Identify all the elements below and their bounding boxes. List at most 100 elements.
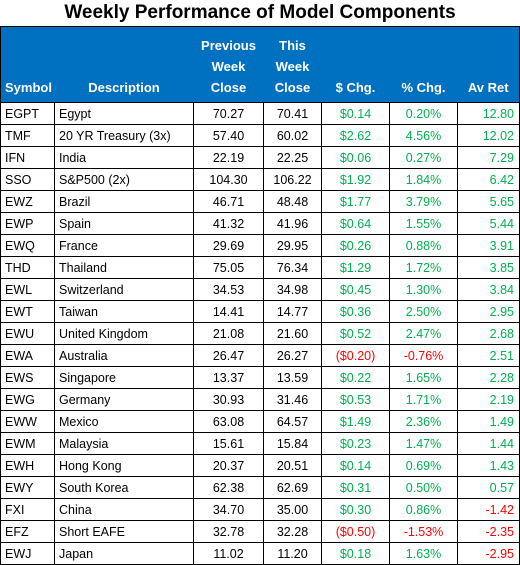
cell-symbol: EWS bbox=[0, 366, 55, 389]
cell-dollar-change: $0.06 bbox=[321, 146, 390, 169]
cell-description: Singapore bbox=[54, 366, 194, 389]
cell-description: Switzerland bbox=[54, 278, 194, 301]
header-this-line3: Close bbox=[274, 80, 311, 95]
cell-percent-change: 0.20% bbox=[389, 102, 458, 125]
table-row: EWS Singapore 13.37 13.59 $0.22 1.65% 2.28 bbox=[0, 366, 520, 389]
cell-previous-close: 34.53 bbox=[193, 278, 264, 301]
cell-this-close: 106.22 bbox=[263, 168, 322, 191]
cell-description: Thailand bbox=[54, 256, 194, 279]
cell-description: Spain bbox=[54, 212, 194, 235]
cell-previous-close: 21.08 bbox=[193, 322, 264, 345]
cell-percent-change: -0.76% bbox=[389, 344, 458, 367]
header-row: Symbol Description Previous Week Close T… bbox=[0, 26, 520, 103]
cell-symbol: SSO bbox=[0, 168, 55, 191]
cell-this-close: 35.00 bbox=[263, 498, 322, 521]
cell-this-close: 21.60 bbox=[263, 322, 322, 345]
cell-percent-change: 0.88% bbox=[389, 234, 458, 257]
table-row: EWJ Japan 11.02 11.20 $0.18 1.63% -2.95 bbox=[0, 542, 520, 565]
cell-previous-close: 14.41 bbox=[193, 300, 264, 323]
table-row: EWT Taiwan 14.41 14.77 $0.36 2.50% 2.95 bbox=[0, 300, 520, 323]
cell-this-close: 20.51 bbox=[263, 454, 322, 477]
cell-previous-close: 29.69 bbox=[193, 234, 264, 257]
cell-this-close: 14.77 bbox=[263, 300, 322, 323]
table-row: EWW Mexico 63.08 64.57 $1.49 2.36% 1.49 bbox=[0, 410, 520, 433]
cell-previous-close: 26.47 bbox=[193, 344, 264, 367]
cell-symbol: EWP bbox=[0, 212, 55, 235]
cell-average-return: 6.42 bbox=[457, 168, 520, 191]
cell-symbol: EWU bbox=[0, 322, 55, 345]
cell-description: Australia bbox=[54, 344, 194, 367]
cell-percent-change: 1.72% bbox=[389, 256, 458, 279]
table-row: THD Thailand 75.05 76.34 $1.29 1.72% 3.85 bbox=[0, 256, 520, 279]
cell-symbol: EWL bbox=[0, 278, 55, 301]
cell-average-return: 0.57 bbox=[457, 476, 520, 499]
cell-average-return: 2.68 bbox=[457, 322, 520, 345]
header-average-return: Av Ret bbox=[457, 26, 520, 103]
cell-percent-change: 1.71% bbox=[389, 388, 458, 411]
cell-symbol: EWW bbox=[0, 410, 55, 433]
cell-symbol: EWA bbox=[0, 344, 55, 367]
cell-symbol: EWY bbox=[0, 476, 55, 499]
cell-percent-change: -1.53% bbox=[389, 520, 458, 543]
header-this-line2: Week bbox=[275, 59, 310, 74]
cell-dollar-change: $0.30 bbox=[321, 498, 390, 521]
cell-dollar-change: $0.53 bbox=[321, 388, 390, 411]
header-prev-line2: Week bbox=[211, 59, 246, 74]
cell-description: South Korea bbox=[54, 476, 194, 499]
cell-this-close: 29.95 bbox=[263, 234, 322, 257]
cell-percent-change: 1.47% bbox=[389, 432, 458, 455]
cell-description: United Kingdom bbox=[54, 322, 194, 345]
cell-previous-close: 62.38 bbox=[193, 476, 264, 499]
cell-average-return: 12.80 bbox=[457, 102, 520, 125]
cell-symbol: EWH bbox=[0, 454, 55, 477]
cell-this-close: 70.41 bbox=[263, 102, 322, 125]
cell-symbol: IFN bbox=[0, 146, 55, 169]
performance-table: Symbol Description Previous Week Close T… bbox=[0, 26, 520, 565]
cell-description: Malaysia bbox=[54, 432, 194, 455]
header-previous-week-close: Previous Week Close bbox=[193, 26, 264, 103]
table-title: Weekly Performance of Model Components bbox=[64, 2, 456, 23]
header-this-line1: This bbox=[279, 38, 306, 53]
cell-this-close: 76.34 bbox=[263, 256, 322, 279]
cell-average-return: 2.28 bbox=[457, 366, 520, 389]
cell-dollar-change: $0.52 bbox=[321, 322, 390, 345]
cell-symbol: EWQ bbox=[0, 234, 55, 257]
cell-symbol: EWJ bbox=[0, 542, 55, 565]
cell-previous-close: 41.32 bbox=[193, 212, 264, 235]
cell-previous-close: 75.05 bbox=[193, 256, 264, 279]
table-row: EWP Spain 41.32 41.96 $0.64 1.55% 5.44 bbox=[0, 212, 520, 235]
cell-dollar-change: $0.36 bbox=[321, 300, 390, 323]
table-row: EGPT Egypt 70.27 70.41 $0.14 0.20% 12.80 bbox=[0, 102, 520, 125]
cell-dollar-change: $0.45 bbox=[321, 278, 390, 301]
cell-description: Mexico bbox=[54, 410, 194, 433]
cell-previous-close: 15.61 bbox=[193, 432, 264, 455]
cell-previous-close: 63.08 bbox=[193, 410, 264, 433]
cell-average-return: 2.51 bbox=[457, 344, 520, 367]
header-description: Description bbox=[54, 26, 194, 103]
cell-symbol: EWG bbox=[0, 388, 55, 411]
table-row: IFN India 22.19 22.25 $0.06 0.27% 7.29 bbox=[0, 146, 520, 169]
cell-description: Taiwan bbox=[54, 300, 194, 323]
cell-dollar-change: ($0.50) bbox=[321, 520, 390, 543]
table-row: EWZ Brazil 46.71 48.48 $1.77 3.79% 5.65 bbox=[0, 190, 520, 213]
cell-previous-close: 11.02 bbox=[193, 542, 264, 565]
cell-previous-close: 46.71 bbox=[193, 190, 264, 213]
cell-dollar-change: ($0.20) bbox=[321, 344, 390, 367]
cell-average-return: 12.02 bbox=[457, 124, 520, 147]
cell-description: Japan bbox=[54, 542, 194, 565]
cell-symbol: EWT bbox=[0, 300, 55, 323]
cell-previous-close: 34.70 bbox=[193, 498, 264, 521]
cell-this-close: 34.98 bbox=[263, 278, 322, 301]
cell-percent-change: 1.30% bbox=[389, 278, 458, 301]
cell-average-return: 5.65 bbox=[457, 190, 520, 213]
table-row: EFZ Short EAFE 32.78 32.28 ($0.50) -1.53% -2.3… bbox=[0, 520, 520, 543]
cell-dollar-change: $1.77 bbox=[321, 190, 390, 213]
cell-percent-change: 0.50% bbox=[389, 476, 458, 499]
cell-this-close: 11.20 bbox=[263, 542, 322, 565]
cell-percent-change: 3.79% bbox=[389, 190, 458, 213]
cell-description: India bbox=[54, 146, 194, 169]
cell-previous-close: 22.19 bbox=[193, 146, 264, 169]
cell-description: Brazil bbox=[54, 190, 194, 213]
cell-dollar-change: $2.62 bbox=[321, 124, 390, 147]
cell-dollar-change: $0.64 bbox=[321, 212, 390, 235]
